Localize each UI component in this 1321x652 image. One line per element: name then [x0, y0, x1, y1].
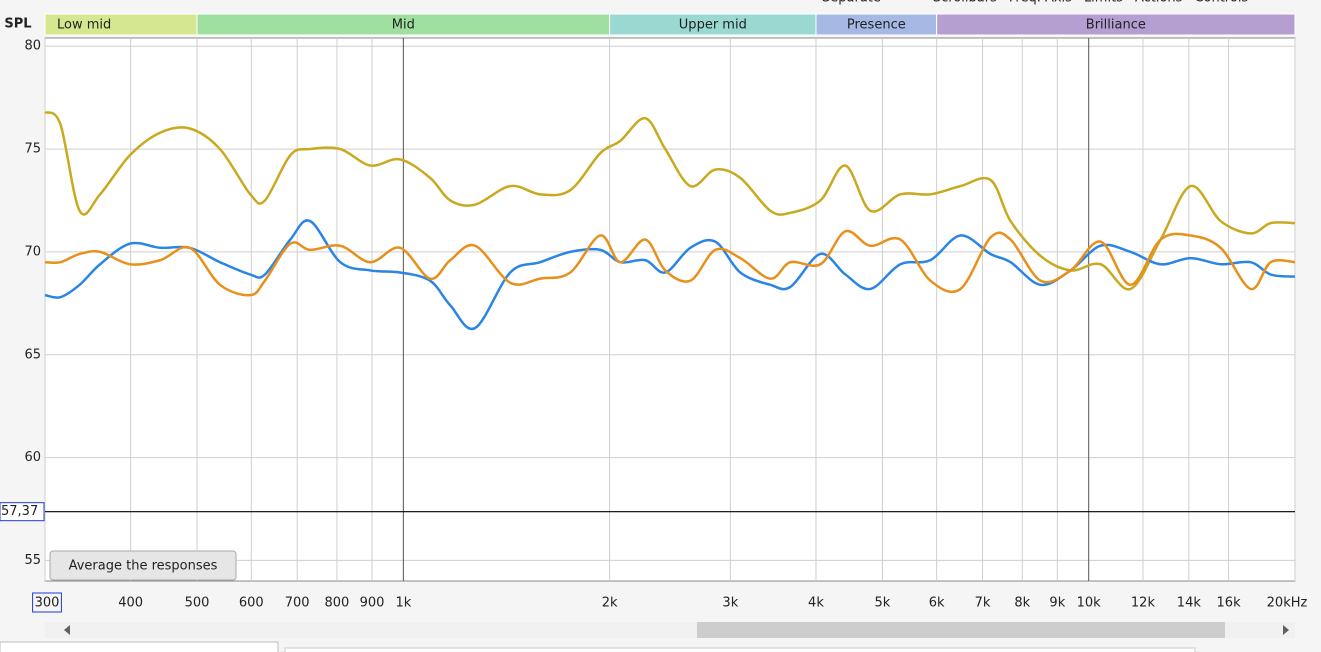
scroll-left[interactable]: [64, 625, 70, 635]
y-label: SPL: [4, 17, 31, 32]
x-tick-label: 5k: [874, 596, 890, 611]
menu-item[interactable]: Limits: [1084, 0, 1123, 6]
x-tick-label: 20kHz: [1267, 596, 1308, 611]
x-tick-label: 900: [360, 596, 385, 611]
tab[interactable]: [0, 641, 279, 652]
x-tick-label: 600: [239, 596, 264, 611]
scroll-right[interactable]: [1283, 625, 1289, 635]
x-tick-label: 9k: [1049, 596, 1065, 611]
band-label: Presence: [847, 18, 906, 33]
button-label[interactable]: Average the responses: [69, 559, 218, 574]
scrollbar-thumb[interactable]: [697, 622, 1225, 638]
band-label: Upper mid: [679, 18, 747, 33]
x-tick-box: [32, 592, 62, 613]
x-tick-label: 6k: [929, 596, 945, 611]
panel: [284, 647, 1196, 652]
cursor-label: 57,37: [1, 504, 38, 519]
button[interactable]: [49, 550, 237, 581]
x-tick-label: 16k: [1217, 596, 1242, 611]
x-tick-label: 12k: [1131, 596, 1156, 611]
plot-area: [44, 37, 1296, 582]
x-tick-label: 500: [185, 596, 210, 611]
x-tick-label: 800: [325, 596, 350, 611]
y-tick-label: 55: [24, 553, 41, 568]
y-tick-label: 80: [24, 39, 41, 54]
menu-item[interactable]: Scrollbars: [933, 0, 997, 6]
menu-item[interactable]: Freq. Axis: [1009, 0, 1072, 6]
x-tick-label: 14k: [1177, 596, 1202, 611]
band-label: Low mid: [57, 18, 111, 33]
menu-item[interactable]: Controls: [1194, 0, 1248, 6]
x-tick-label: 8k: [1014, 596, 1030, 611]
x-tick-label: 300: [35, 596, 60, 611]
x-tick-label: 7k: [975, 596, 991, 611]
x-tick-label: 3k: [722, 596, 738, 611]
x-tick-label: 700: [285, 596, 310, 611]
y-tick-label: 60: [24, 450, 41, 465]
x-tick-label: 2k: [602, 596, 618, 611]
x-tick-label: 10k: [1077, 596, 1102, 611]
menu-item[interactable]: Separate: [822, 0, 881, 6]
band-label: Brilliance: [1086, 18, 1146, 33]
y-tick-label: 75: [24, 142, 41, 157]
series-line: [44, 229, 1296, 297]
y-tick-label: 65: [24, 347, 41, 362]
band: [936, 13, 1296, 36]
menu-item[interactable]: Actions: [1135, 0, 1183, 6]
series-line: [44, 110, 1296, 291]
band-label: Mid: [392, 18, 415, 33]
x-tick-label: 4k: [808, 596, 824, 611]
x-tick-label: 400: [118, 596, 143, 611]
cursor-box: [0, 502, 45, 522]
x-tick-label: 1k: [395, 596, 411, 611]
y-tick-label: 70: [24, 244, 41, 259]
